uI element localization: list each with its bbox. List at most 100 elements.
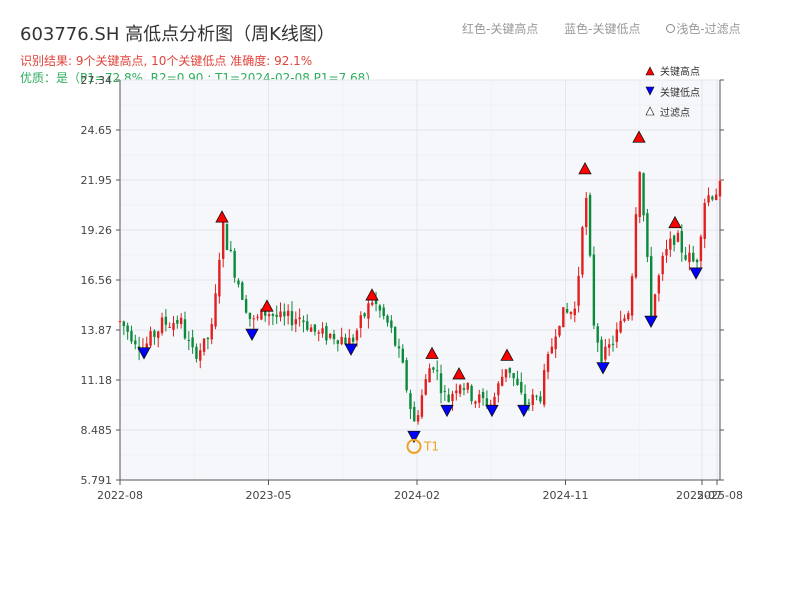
- candle-body: [443, 390, 447, 392]
- candle-body: [294, 319, 297, 325]
- key-high-marker: [425, 346, 439, 359]
- candle-body: [168, 326, 171, 328]
- candle-body: [371, 302, 374, 305]
- legend-filtered-icon: [645, 106, 655, 116]
- candle-body: [225, 224, 229, 250]
- candle-body: [573, 308, 576, 316]
- key-high-marker: [578, 162, 592, 175]
- candle-body: [286, 310, 290, 317]
- candle-body: [241, 282, 244, 300]
- candle-body: [302, 320, 305, 323]
- candle-body: [355, 330, 359, 341]
- key-high-marker: [632, 130, 646, 143]
- candle-body: [638, 172, 641, 218]
- key-high-marker: [215, 210, 229, 223]
- candle-body: [455, 390, 458, 394]
- candle-body: [508, 367, 512, 373]
- legend-low-icon: [645, 86, 655, 96]
- candle-body: [332, 334, 336, 340]
- candle-body: [118, 321, 122, 323]
- candle-body: [267, 314, 271, 317]
- candle-body: [145, 343, 148, 349]
- candle-body: [210, 324, 213, 340]
- candle-body: [134, 340, 137, 345]
- candle-body: [680, 230, 683, 253]
- chart-title: 603776.SH 高低点分析图（周K线图）: [20, 24, 335, 45]
- candle-body: [607, 344, 611, 348]
- key-low-marker: [485, 404, 499, 418]
- candle-body: [470, 385, 473, 402]
- candle-body: [221, 221, 225, 259]
- candle-body: [707, 195, 710, 203]
- color-legend: 红色-关键高点 蓝色-关键低点 浅色-过滤点: [462, 20, 741, 37]
- candle-body: [248, 312, 252, 319]
- candle-body: [374, 299, 378, 305]
- key-high-marker: [365, 288, 379, 301]
- candle-body: [202, 338, 206, 352]
- candle-body: [432, 367, 435, 370]
- candle-body: [130, 330, 133, 342]
- candle-body: [718, 180, 722, 197]
- key-high-marker: [260, 299, 274, 312]
- candle-body: [688, 252, 691, 263]
- candle-body: [283, 311, 286, 317]
- candle-body: [271, 314, 275, 316]
- y-tick-label: 16.56: [81, 274, 113, 287]
- candle-body: [176, 320, 179, 324]
- candle-body: [493, 396, 496, 408]
- candle-body: [179, 317, 183, 325]
- candle-body: [630, 276, 634, 316]
- legend-filtered-label: 过滤点: [660, 106, 690, 119]
- candle-body: [604, 346, 607, 360]
- candle-body: [497, 383, 500, 396]
- candle-body: [642, 173, 645, 216]
- candle-body: [351, 337, 355, 342]
- annotation-ring: [406, 438, 422, 454]
- candle-body: [237, 280, 240, 285]
- candle-body: [565, 309, 569, 313]
- candle-body: [592, 254, 596, 326]
- x-tick-label: 2022-08: [97, 489, 143, 502]
- candle-body: [550, 346, 554, 354]
- candle-body: [363, 313, 366, 317]
- candle-body: [397, 346, 401, 349]
- candle-body: [520, 381, 523, 393]
- candle-body: [199, 350, 202, 361]
- candle-body: [256, 316, 259, 318]
- candle-body: [481, 391, 485, 399]
- y-tick-label: 19.26: [81, 224, 113, 237]
- candle-body: [619, 320, 622, 333]
- legend-high-label: 关键高点: [660, 65, 700, 78]
- candle-body: [474, 401, 477, 404]
- candle-body: [367, 303, 370, 319]
- candle-body: [393, 326, 397, 346]
- candle-body: [516, 378, 519, 385]
- candle-body: [692, 252, 695, 262]
- candle-body: [229, 249, 233, 251]
- candle-body: [714, 194, 718, 201]
- candle-body: [344, 337, 347, 345]
- key-high-marker: [452, 367, 466, 380]
- candle-body: [485, 398, 489, 407]
- y-tick-label: 11.18: [81, 374, 113, 387]
- y-tick-label: 21.95: [81, 174, 113, 187]
- legend-red-text: 红色-关键高点: [462, 22, 539, 36]
- x-tick-label: 2025-08: [697, 489, 743, 502]
- candle-body: [512, 373, 515, 379]
- candle-body: [290, 311, 294, 326]
- candle-body: [684, 255, 687, 260]
- candle-body: [676, 232, 680, 242]
- candle-body: [149, 331, 152, 346]
- candle-body: [435, 370, 439, 372]
- candle-body: [328, 333, 332, 338]
- annotation-label: T1: [423, 439, 439, 453]
- candle-body: [405, 360, 408, 391]
- candle-body: [703, 202, 706, 239]
- candle-body: [378, 305, 382, 311]
- candle-body: [195, 346, 198, 359]
- candle-body: [401, 348, 405, 363]
- key-low-marker: [596, 362, 610, 375]
- candle-body: [260, 309, 263, 320]
- candle-body: [657, 275, 661, 294]
- candle-body: [539, 396, 542, 402]
